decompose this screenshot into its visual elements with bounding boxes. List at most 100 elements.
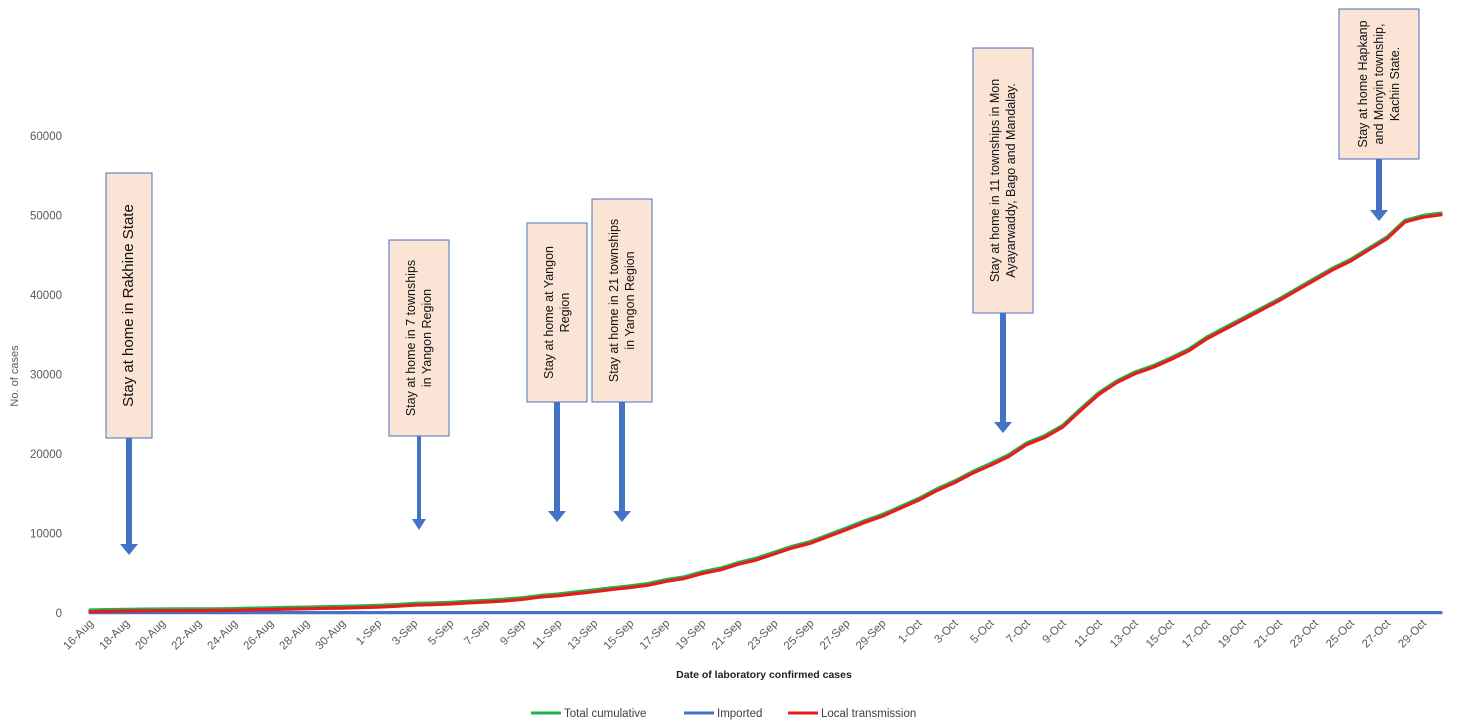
x-tick-label: 21-Sep <box>710 618 745 653</box>
x-tick-label: 27-Sep <box>818 618 853 653</box>
x-tick-label: 18-Aug <box>97 618 132 653</box>
annotation-callout: Stay at home in 21 townships in Yangon Re… <box>591 198 653 522</box>
x-tick-label: 15-Sep <box>602 618 637 653</box>
annotation-text: Stay at home in 11 townships in Mon Ayaya… <box>988 79 1018 282</box>
y-tick-label: 10000 <box>30 529 62 541</box>
x-axis-title: Date of laboratory confirmed cases <box>676 669 852 681</box>
y-tick-label: 40000 <box>30 290 62 302</box>
annotation-line: Kachin State. <box>1388 47 1402 121</box>
x-tick-label: 25-Oct <box>1324 617 1357 650</box>
annotation-box <box>105 172 153 439</box>
x-tick-label: 7-Sep <box>462 618 492 648</box>
legend-label-local-transmission: Local transmission <box>821 708 916 720</box>
annotation-arrow-head <box>1370 210 1388 221</box>
x-tick-label: 5-Oct <box>968 617 997 646</box>
annotation-text: Stay at home Hapkanp and Monyin township,… <box>1356 20 1402 147</box>
x-axis-ticks: 16-Aug 18-Aug 20-Aug 22-Aug 24-Aug 26-Aug 28-A… <box>61 617 1429 652</box>
annotation-line: Stay at home at Yangon <box>542 246 556 379</box>
x-tick-label: 25-Sep <box>782 618 817 653</box>
annotations: Stay at home in Rakhine State Stay at hom… <box>105 8 1420 555</box>
annotation-text: Stay at home in 21 townships in Yangon Re… <box>607 219 637 382</box>
x-tick-label: 7-Oct <box>1004 617 1033 646</box>
x-tick-label: 26-Aug <box>242 618 277 653</box>
x-tick-label: 28-Aug <box>278 618 313 653</box>
annotation-text: Stay at home in Rakhine State <box>120 204 137 407</box>
series-lines <box>88 211 1443 615</box>
x-tick-label: 24-Aug <box>206 618 241 653</box>
x-tick-label: 27-Oct <box>1360 617 1393 650</box>
x-tick-label: 29-Oct <box>1396 617 1429 650</box>
annotation-box <box>526 222 588 403</box>
x-tick-label: 23-Oct <box>1288 617 1321 650</box>
annotation-text: Stay at home at Yangon Region <box>542 246 572 379</box>
annotation-callout: Stay at home in Rakhine State <box>105 172 153 555</box>
annotation-box <box>388 239 450 437</box>
series-line-local-transmission <box>88 213 1443 614</box>
series-line-total-cumulative <box>88 211 1443 612</box>
annotation-text: Stay at home in 7 townships in Yangon Reg… <box>404 260 434 416</box>
annotation-callout: Stay at home Hapkanp and Monyin township,… <box>1338 8 1420 221</box>
x-tick-label: 11-Sep <box>530 618 564 652</box>
annotation-box <box>591 198 653 403</box>
y-tick-label: 0 <box>56 608 62 620</box>
x-tick-label: 1-Oct <box>896 617 925 646</box>
annotation-arrow-head <box>613 511 631 522</box>
annotation-line: Stay at home in Rakhine State <box>120 204 137 407</box>
x-tick-label: 19-Oct <box>1216 617 1249 650</box>
annotation-arrow-shaft <box>417 436 421 520</box>
annotation-arrow-head <box>994 422 1012 433</box>
x-tick-label: 20-Aug <box>133 618 168 653</box>
x-tick-label: 17-Sep <box>638 618 673 653</box>
y-tick-label: 20000 <box>30 449 62 461</box>
x-tick-label: 22-Aug <box>169 618 204 653</box>
x-tick-label: 13-Sep <box>566 618 601 653</box>
annotation-line: Stay at home Hapkanp <box>1356 20 1370 147</box>
annotation-arrow-shaft <box>126 438 132 545</box>
annotation-callout: Stay at home at Yangon Region <box>526 222 588 522</box>
x-tick-label: 13-Oct <box>1108 617 1141 650</box>
legend: Total cumulative Imported Local transmissi… <box>531 708 916 720</box>
x-tick-label: 1-Sep <box>354 618 384 648</box>
x-tick-label: 3-Oct <box>932 617 961 646</box>
legend-label-imported: Imported <box>717 708 762 720</box>
annotation-callout: Stay at home in 7 townships in Yangon Reg… <box>388 239 450 530</box>
x-tick-label: 11-Oct <box>1073 617 1106 650</box>
annotation-line: Stay at home in 7 townships <box>404 260 418 416</box>
x-tick-label: 3-Sep <box>390 618 420 648</box>
legend-label-total-cumulative: Total cumulative <box>564 708 646 720</box>
annotation-line: Region <box>558 293 572 333</box>
y-tick-label: 30000 <box>30 370 62 382</box>
y-axis-ticks: 0 10000 20000 30000 40000 50000 60000 <box>30 131 62 620</box>
x-tick-label: 9-Oct <box>1040 617 1069 646</box>
annotation-line: Ayayarwaddy, Bago and Mandalay. <box>1004 83 1018 278</box>
x-tick-label: 5-Sep <box>426 618 456 648</box>
annotation-line: and Monyin township, <box>1372 24 1386 145</box>
y-tick-label: 50000 <box>30 211 62 223</box>
x-tick-label: 19-Sep <box>674 618 709 653</box>
annotation-line: in Yangon Region <box>623 251 637 349</box>
annotation-arrow-shaft <box>1376 159 1382 211</box>
annotation-arrow-head <box>548 511 566 522</box>
annotation-line: in Yangon Region <box>420 289 434 387</box>
x-tick-label: 29-Sep <box>854 618 889 653</box>
annotation-arrow-head <box>412 519 426 530</box>
x-tick-label: 15-Oct <box>1144 617 1177 650</box>
annotation-line: Stay at home in 11 townships in Mon <box>988 79 1002 282</box>
y-axis-title: No. of cases <box>9 345 21 407</box>
annotation-arrow-shaft <box>619 402 625 512</box>
x-tick-label: 30-Aug <box>314 618 349 653</box>
annotation-arrow-head <box>120 544 138 555</box>
x-tick-label: 21-Oct <box>1252 617 1285 650</box>
x-tick-label: 17-Oct <box>1180 617 1213 650</box>
x-tick-label: 23-Sep <box>746 618 781 653</box>
annotation-arrow-shaft <box>554 402 560 512</box>
annotation-box <box>1338 8 1420 160</box>
x-tick-label: 9-Sep <box>498 618 528 648</box>
annotation-arrow-shaft <box>1000 313 1006 423</box>
annotation-box <box>972 47 1034 314</box>
annotation-line: Stay at home in 21 townships <box>607 219 621 382</box>
x-tick-label: 16-Aug <box>61 618 96 653</box>
annotation-callout: Stay at home in 11 townships in Mon Ayaya… <box>972 47 1034 433</box>
y-tick-label: 60000 <box>30 131 62 143</box>
